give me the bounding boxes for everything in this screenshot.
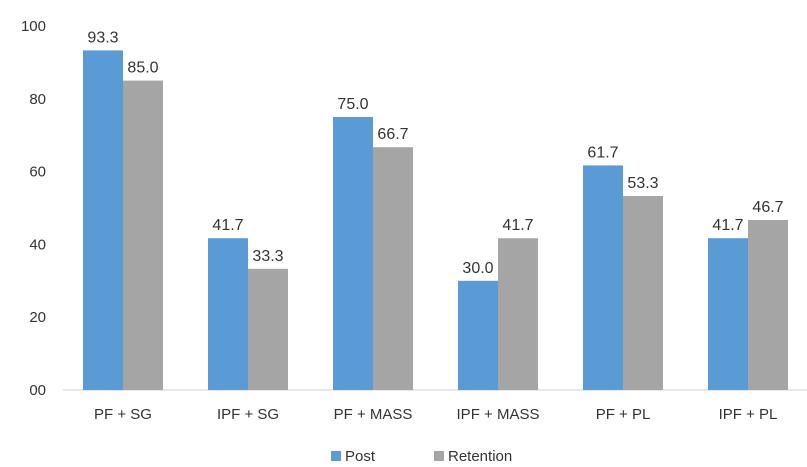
x-axis: PF + SG IPF + SG PF + MASS IPF + MASS PF + P… — [94, 406, 777, 423]
data-label-post-3: 30.0 — [462, 260, 493, 277]
bars-group — [83, 50, 788, 390]
data-label-post-1: 41.7 — [212, 217, 243, 234]
bar-post-4 — [583, 165, 623, 390]
legend-label-retention: Retention — [448, 448, 512, 465]
bar-retention-5 — [748, 220, 788, 390]
y-tick-label: 100 — [21, 18, 46, 35]
legend-swatch-post — [331, 451, 341, 461]
bar-post-2 — [333, 117, 373, 390]
x-tick-label: IPF + PL — [719, 406, 778, 423]
data-label-retention-4: 53.3 — [627, 175, 658, 192]
x-tick-label: IPF + SG — [217, 406, 279, 423]
y-tick-label: 80 — [29, 91, 46, 108]
x-tick-label: IPF + MASS — [457, 406, 540, 423]
bar-retention-4 — [623, 195, 663, 390]
y-tick-label: 00 — [29, 382, 46, 399]
data-label-retention-5: 46.7 — [752, 199, 783, 216]
y-tick-label: 40 — [29, 236, 46, 253]
legend-label-post: Post — [345, 448, 376, 465]
bar-retention-1 — [248, 268, 288, 390]
data-labels-group: 93.3 85.0 41.7 33.3 75.0 66.7 30.0 41.7 61.7 53.3… — [87, 29, 783, 276]
bar-post-3 — [458, 280, 498, 390]
y-tick-label: 20 — [29, 309, 46, 326]
bar-post-5 — [708, 238, 748, 390]
y-axis: 00 20 40 60 80 100 — [21, 18, 46, 399]
y-tick-label: 60 — [29, 164, 46, 181]
data-label-retention-2: 66.7 — [377, 126, 408, 143]
bar-retention-3 — [498, 238, 538, 390]
bar-post-1 — [208, 238, 248, 390]
data-label-post-4: 61.7 — [587, 144, 618, 161]
data-label-retention-3: 41.7 — [502, 217, 533, 234]
bar-retention-0 — [123, 80, 163, 390]
legend-swatch-retention — [434, 451, 444, 461]
legend: Post Retention — [331, 448, 512, 465]
data-label-retention-1: 33.3 — [252, 248, 283, 265]
bar-retention-2 — [373, 147, 413, 390]
x-tick-label: PF + SG — [94, 406, 152, 423]
data-label-post-5: 41.7 — [712, 217, 743, 234]
data-label-post-0: 93.3 — [87, 29, 118, 46]
data-label-retention-0: 85.0 — [127, 60, 158, 77]
data-label-post-2: 75.0 — [337, 96, 368, 113]
bar-post-0 — [83, 50, 123, 390]
x-tick-label: PF + PL — [596, 406, 651, 423]
x-tick-label: PF + MASS — [334, 406, 413, 423]
